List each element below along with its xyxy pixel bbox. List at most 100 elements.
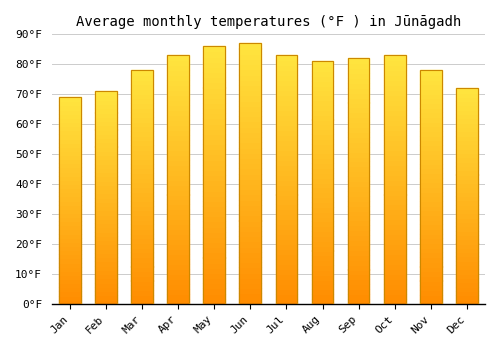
Bar: [456, 174, 478, 179]
Bar: [276, 239, 297, 244]
Bar: [95, 270, 116, 274]
Bar: [276, 289, 297, 294]
Bar: [276, 120, 297, 125]
Bar: [204, 77, 225, 82]
Bar: [204, 268, 225, 273]
Bar: [276, 199, 297, 204]
Bar: [168, 155, 189, 160]
Bar: [168, 279, 189, 284]
Bar: [384, 224, 406, 229]
Bar: [312, 226, 334, 231]
Bar: [456, 239, 478, 244]
Bar: [95, 266, 116, 270]
Bar: [348, 161, 370, 166]
Bar: [95, 291, 116, 295]
Bar: [312, 85, 334, 90]
Bar: [59, 192, 80, 196]
Bar: [348, 230, 370, 235]
Bar: [240, 90, 261, 96]
Bar: [204, 196, 225, 201]
Bar: [59, 188, 80, 192]
Bar: [59, 167, 80, 172]
Bar: [348, 63, 370, 68]
Bar: [420, 173, 442, 178]
Bar: [59, 275, 80, 279]
Bar: [384, 299, 406, 304]
Bar: [131, 164, 153, 168]
Bar: [420, 178, 442, 182]
Bar: [95, 117, 116, 121]
Bar: [276, 90, 297, 95]
Bar: [168, 234, 189, 239]
Bar: [456, 170, 478, 175]
Bar: [240, 252, 261, 257]
Bar: [95, 219, 116, 223]
Bar: [276, 224, 297, 229]
Bar: [59, 209, 80, 213]
Bar: [168, 259, 189, 264]
Bar: [168, 95, 189, 100]
Bar: [456, 226, 478, 231]
Bar: [168, 239, 189, 244]
Bar: [59, 300, 80, 304]
Bar: [131, 276, 153, 281]
Bar: [204, 82, 225, 88]
Bar: [420, 262, 442, 266]
Bar: [59, 143, 80, 147]
Bar: [131, 243, 153, 248]
Bar: [95, 295, 116, 300]
Bar: [456, 144, 478, 149]
Bar: [59, 246, 80, 250]
Bar: [59, 205, 80, 209]
Bar: [168, 85, 189, 90]
Bar: [240, 111, 261, 116]
Bar: [276, 155, 297, 160]
Bar: [384, 219, 406, 224]
Bar: [420, 299, 442, 304]
Bar: [312, 251, 334, 256]
Bar: [312, 149, 334, 154]
Bar: [131, 126, 153, 131]
Bar: [276, 299, 297, 304]
Bar: [95, 168, 116, 172]
Bar: [168, 289, 189, 294]
Bar: [384, 95, 406, 100]
Bar: [204, 98, 225, 103]
Bar: [95, 121, 116, 125]
Bar: [456, 131, 478, 136]
Bar: [312, 95, 334, 100]
Bar: [420, 238, 442, 243]
Bar: [276, 135, 297, 140]
Bar: [456, 235, 478, 239]
Bar: [276, 130, 297, 135]
Bar: [59, 114, 80, 118]
Bar: [384, 60, 406, 65]
Bar: [240, 189, 261, 195]
Bar: [384, 105, 406, 110]
Bar: [59, 163, 80, 168]
Bar: [59, 238, 80, 242]
Bar: [131, 229, 153, 234]
Bar: [420, 112, 442, 117]
Bar: [168, 140, 189, 145]
Bar: [348, 260, 370, 265]
Bar: [131, 224, 153, 229]
Bar: [131, 257, 153, 262]
Bar: [456, 166, 478, 170]
Bar: [168, 135, 189, 140]
Bar: [131, 262, 153, 266]
Bar: [384, 70, 406, 75]
Bar: [348, 171, 370, 176]
Bar: [456, 88, 478, 92]
Bar: [95, 108, 116, 112]
Bar: [168, 75, 189, 80]
Bar: [348, 176, 370, 181]
Bar: [168, 55, 189, 60]
Bar: [276, 254, 297, 259]
Bar: [420, 98, 442, 103]
Bar: [384, 234, 406, 239]
Bar: [59, 233, 80, 238]
Bar: [131, 89, 153, 94]
Bar: [348, 107, 370, 112]
Bar: [312, 192, 334, 197]
